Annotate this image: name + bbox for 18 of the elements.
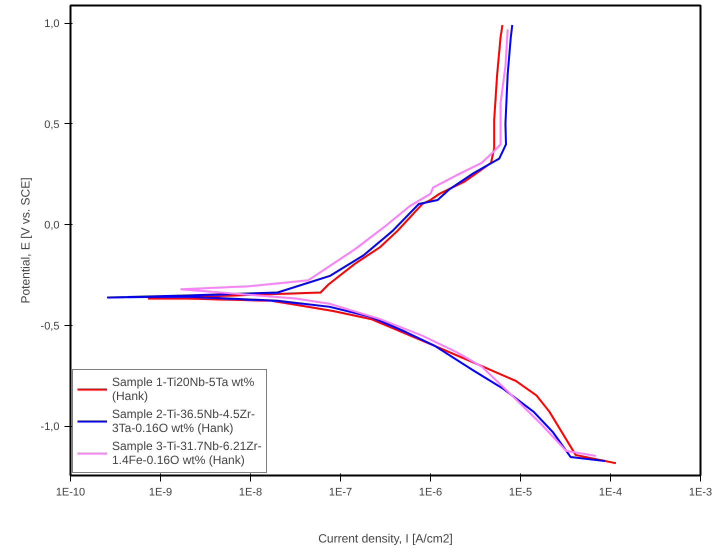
x-tick-label: 1E-5 [508,486,532,498]
y-tick-label: 0,5 [44,118,60,131]
legend-label: Sample 2-Ti-36.5Nb-4.5Zr-3Ta-0.16O wt% (Hank) [112,406,255,436]
x-axis-title: Current density, I [A/cm2] [318,532,453,546]
x-tick-label: 1E-10 [56,486,86,498]
x-tick-label: 1E-9 [148,486,172,498]
x-tick-label: 1E-8 [238,486,262,498]
x-tick-label: 1E-3 [688,486,712,498]
legend-label: Sample 1-Ti20Nb-5Ta wt% (Hank) [112,374,254,404]
y-tick-label: -0,5 [40,320,60,332]
legend-label: Sample 3-Ti-31.7Nb-6.21Zr-1.4Fe-0.16O wt% (Hank) [112,438,262,468]
x-tick-label: 1E-4 [598,486,622,498]
y-tick-label: 0,0 [44,220,60,232]
y-tick-label: -1,0 [40,421,60,434]
x-tick-label: 1E-6 [418,486,442,498]
x-tick-label: 1E-7 [328,486,352,498]
y-tick-label: 1,0 [44,18,60,30]
y-axis-title: Potential, E [V vs. SCE] [18,177,33,304]
